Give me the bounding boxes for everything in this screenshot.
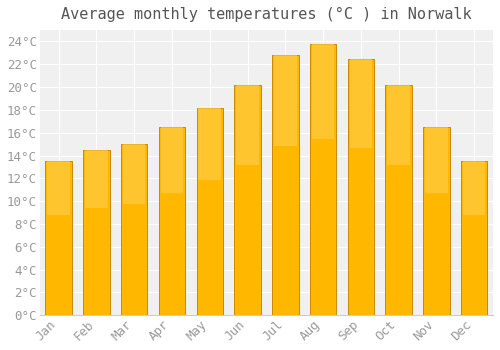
Bar: [274, 55, 296, 146]
Bar: [158, 127, 185, 315]
Title: Average monthly temperatures (°C ) in Norwalk: Average monthly temperatures (°C ) in No…: [61, 7, 472, 22]
Bar: [310, 44, 336, 315]
Bar: [272, 55, 298, 315]
Bar: [46, 161, 72, 315]
Bar: [348, 58, 374, 315]
Bar: [386, 85, 412, 315]
Bar: [461, 161, 487, 315]
Bar: [234, 85, 260, 315]
Bar: [83, 150, 110, 315]
Bar: [85, 150, 108, 208]
Bar: [425, 127, 448, 193]
Bar: [196, 107, 223, 315]
Bar: [160, 127, 183, 193]
Bar: [350, 58, 372, 148]
Bar: [463, 161, 485, 215]
Bar: [236, 85, 258, 166]
Bar: [423, 127, 450, 315]
Bar: [198, 107, 221, 180]
Bar: [48, 161, 70, 215]
Bar: [312, 44, 334, 139]
Bar: [121, 144, 148, 315]
Bar: [388, 85, 410, 166]
Bar: [123, 144, 146, 204]
